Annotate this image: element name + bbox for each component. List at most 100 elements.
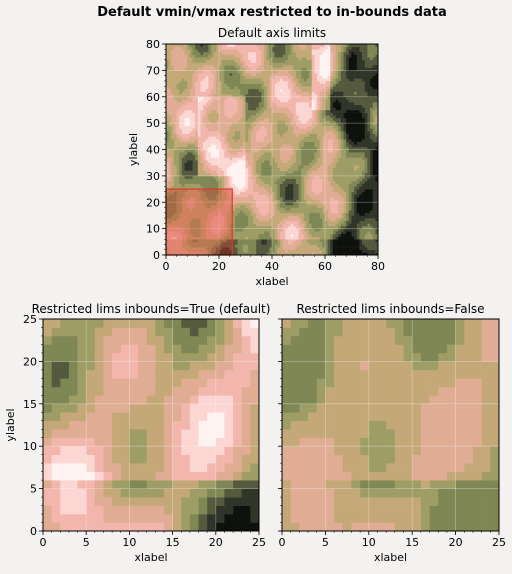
heatmap-cell [171,44,175,47]
heatmap-cell [298,133,302,137]
heatmap-cell [187,181,191,185]
heatmap-cell [224,215,228,219]
heatmap-cell [287,183,291,187]
heatmap-cell [200,228,204,232]
heatmap-cell [205,141,209,145]
heatmap-cell [224,239,228,243]
heatmap-cell [229,128,233,132]
heatmap-cell [166,54,169,58]
heatmap-cell [224,202,228,206]
heatmap-cell [303,252,307,256]
heatmap-cell [282,178,286,182]
heatmap-cell [213,160,217,163]
heatmap-cell [221,239,225,243]
heatmap-cell [205,181,209,185]
heatmap-cell [287,160,291,163]
heatmap-cell [213,57,217,61]
heatmap-cell [179,212,183,216]
heatmap-cell [258,67,262,71]
heatmap-cell [264,215,267,219]
heatmap-cell [197,99,201,103]
heatmap-cell [240,104,244,108]
heatmap-cell [322,73,326,76]
heatmap-cell [322,133,326,137]
heatmap-cell [237,231,241,235]
heatmap-cell [285,78,289,82]
heatmap-cell [301,138,305,142]
heatmap-cell [314,112,318,116]
heatmap-cell [287,225,291,229]
heatmap-cell [309,96,313,100]
heatmap-cell [250,215,254,219]
heatmap-cell [189,204,193,208]
heatmap-cell [232,141,236,145]
heatmap-cell [195,44,199,47]
heatmap-cell [248,80,252,84]
heatmap-cell [279,252,283,256]
heatmap-cell [253,212,257,216]
heatmap-cell [287,210,291,214]
heatmap-cell [195,75,199,79]
heatmap-cell [256,244,260,248]
heatmap-cell [317,223,320,227]
heatmap-cell [290,49,294,53]
heatmap-cell [171,131,175,134]
heatmap-cell [309,94,313,98]
heatmap-cell [277,44,281,47]
heatmap-cell [264,57,267,61]
heatmap-cell [282,86,286,90]
heatmap-cell [325,123,328,127]
heatmap-cell [327,167,331,171]
heatmap-cell [211,104,214,108]
heatmap-cell [285,123,289,127]
heatmap-cell [272,70,275,74]
heatmap-cell [269,247,273,251]
heatmap-cell [325,154,328,158]
heatmap-cell [293,46,297,50]
heatmap-cell [285,67,289,71]
heatmap-cell [322,157,326,161]
heatmap-cell [306,73,310,76]
heatmap-cell [264,157,267,161]
heatmap-cell [327,80,331,84]
heatmap-cell [330,189,334,192]
heatmap-cell [298,189,302,192]
heatmap-cell [219,149,222,153]
heatmap-cell [248,160,252,163]
heatmap-cell [248,157,252,161]
heatmap-cell [295,94,299,98]
heatmap-cell [171,70,175,74]
heatmap-cell [179,86,183,90]
heatmap-cell [295,239,299,243]
heatmap-cell [224,120,228,124]
heatmap-cell [211,186,214,190]
heatmap-cell [256,144,260,148]
heatmap-cell [261,225,265,229]
heatmap-cell [319,67,323,71]
heatmap-cell [187,107,191,111]
heatmap-cell [240,123,244,127]
heatmap-cell [319,220,323,224]
heatmap-cell [253,146,257,150]
heatmap-cell [224,173,228,177]
heatmap-cell [171,207,175,211]
heatmap-cell [200,67,204,71]
heatmap-cell [211,199,214,203]
heatmap-cell [319,186,323,190]
heatmap-cell [192,109,196,113]
heatmap-cell [277,144,281,148]
heatmap-cell [253,91,257,95]
heatmap-cell [216,160,220,163]
heatmap-cell [213,117,217,121]
heatmap-cell [195,152,199,156]
heatmap-cell [166,75,169,79]
heatmap-cell [240,120,244,124]
heatmap-cell [224,186,228,190]
heatmap-cell [221,109,225,113]
heatmap-cell [301,252,305,256]
heatmap-cell [240,65,244,69]
heatmap-cell [208,80,212,84]
heatmap-cell [200,141,204,145]
heatmap-cell [226,83,230,87]
heatmap-cell [189,67,193,71]
